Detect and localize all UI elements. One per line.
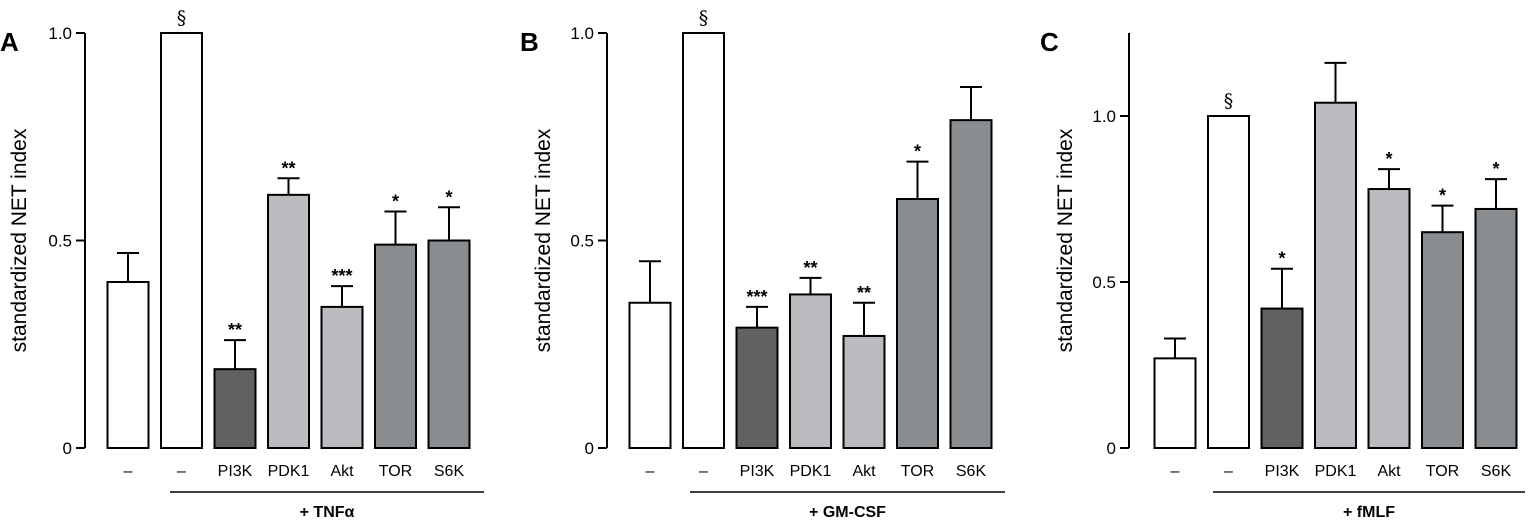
y-tick-label: 0 xyxy=(585,439,594,458)
bar xyxy=(320,305,364,449)
bar xyxy=(842,334,886,450)
bar xyxy=(735,326,779,449)
bar xyxy=(160,32,203,449)
y-tick-label: 0.5 xyxy=(1092,273,1116,292)
significance-label: ** xyxy=(803,258,817,278)
bar xyxy=(374,243,417,449)
bar xyxy=(106,281,150,449)
significance-label: * xyxy=(1439,186,1446,206)
bar xyxy=(267,193,310,449)
category-label: S6K xyxy=(434,463,465,480)
significance-label: *** xyxy=(331,266,352,286)
significance-label: *** xyxy=(746,287,767,307)
bar xyxy=(213,368,257,449)
significance-label: § xyxy=(1224,90,1234,112)
category-label: PI3K xyxy=(1265,463,1300,480)
group-label: + GM-CSF xyxy=(809,504,886,521)
y-axis-label: standardized NET index xyxy=(8,128,31,352)
panel-letter: A xyxy=(0,27,19,57)
bar xyxy=(1153,357,1197,449)
category-label: – xyxy=(124,463,133,480)
y-tick-label: 0.5 xyxy=(570,232,594,251)
bar xyxy=(682,32,725,449)
bar xyxy=(1314,101,1357,449)
bar xyxy=(1421,231,1464,449)
significance-label: § xyxy=(177,7,187,29)
bar xyxy=(1474,207,1518,449)
bar xyxy=(1207,115,1250,449)
y-tick-label: 1.0 xyxy=(570,24,594,43)
bar xyxy=(949,119,993,450)
group-label: + TNFα xyxy=(300,504,355,521)
category-label: – xyxy=(1171,463,1180,480)
category-label: PDK1 xyxy=(790,463,832,480)
category-label: TOR xyxy=(901,463,934,480)
bar xyxy=(628,301,672,449)
y-axis-label: standardized NET index xyxy=(1054,128,1077,352)
y-tick-label: 1.0 xyxy=(1092,107,1116,126)
significance-label: * xyxy=(392,191,399,211)
significance-label: * xyxy=(1385,149,1392,169)
significance-label: § xyxy=(699,7,709,29)
significance-label: * xyxy=(914,142,921,162)
category-label: PI3K xyxy=(218,463,253,480)
category-label: Akt xyxy=(330,463,354,480)
category-label: PDK1 xyxy=(268,463,310,480)
category-label: S6K xyxy=(956,463,987,480)
category-label: – xyxy=(1224,463,1233,480)
category-label: – xyxy=(699,463,708,480)
significance-label: * xyxy=(1492,159,1499,179)
category-label: S6K xyxy=(1481,463,1512,480)
bar xyxy=(1367,188,1411,449)
bar xyxy=(1260,307,1304,449)
group-label: + fMLF xyxy=(1343,504,1395,521)
significance-label: * xyxy=(1278,249,1285,269)
y-tick-label: 0.5 xyxy=(48,232,72,251)
category-label: PDK1 xyxy=(1315,463,1357,480)
bar xyxy=(427,239,471,449)
panel-letter: B xyxy=(520,27,539,57)
category-label: Akt xyxy=(1377,463,1401,480)
y-tick-label: 0 xyxy=(63,439,72,458)
y-tick-label: 0 xyxy=(1107,439,1116,458)
category-label: TOR xyxy=(1426,463,1459,480)
category-label: – xyxy=(646,463,655,480)
significance-label: * xyxy=(445,187,452,207)
bar xyxy=(896,198,939,449)
y-tick-label: 1.0 xyxy=(48,24,72,43)
significance-label: ** xyxy=(281,158,295,178)
y-axis-label: standardized NET index xyxy=(532,128,555,352)
category-label: Akt xyxy=(852,463,876,480)
category-label: TOR xyxy=(379,463,412,480)
bar xyxy=(789,293,832,450)
panel-letter: C xyxy=(1040,27,1059,57)
significance-label: ** xyxy=(857,283,871,303)
significance-label: ** xyxy=(228,320,242,340)
category-label: PI3K xyxy=(740,463,775,480)
category-label: – xyxy=(177,463,186,480)
